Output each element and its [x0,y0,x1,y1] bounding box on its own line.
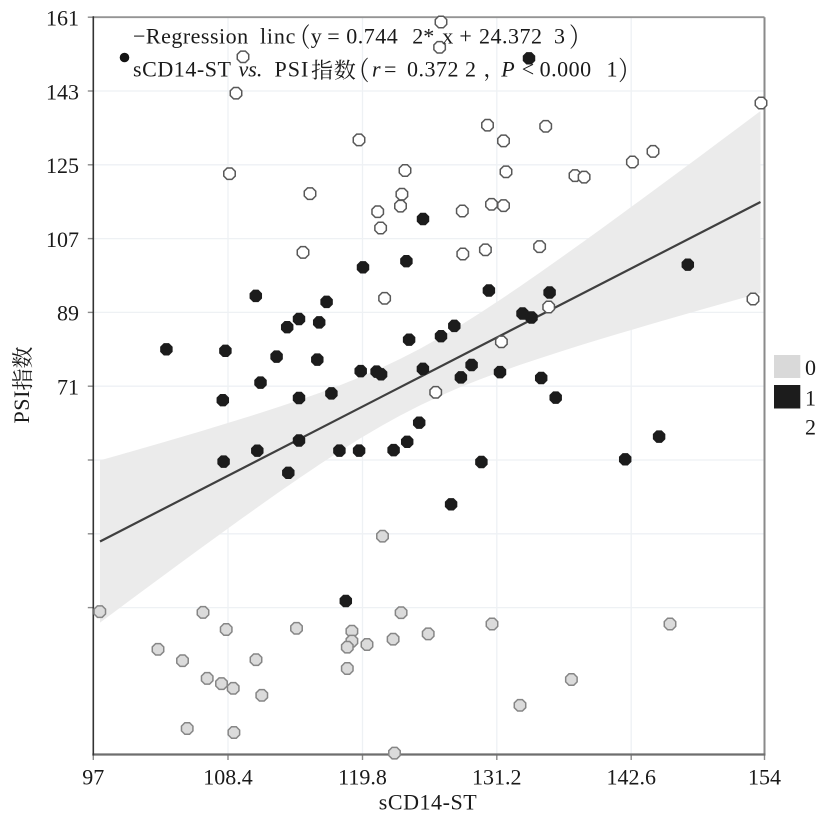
svg-text:0: 0 [805,355,816,380]
svg-text:=: = [327,23,339,48]
svg-text:142.6: 142.6 [606,765,656,790]
svg-text:1: 1 [607,57,618,82]
svg-text:125: 125 [46,153,79,178]
svg-text:sCD14-ST: sCD14-ST [379,790,478,815]
svg-text:<: < [522,57,534,82]
svg-text:PSI: PSI [275,57,310,82]
svg-text:=: = [384,57,396,82]
svg-text:71: 71 [57,375,79,400]
svg-text:y: y [311,23,322,48]
svg-text:2*: 2* [412,23,434,48]
svg-text:24.372: 24.372 [479,23,543,48]
svg-text:P: P [500,57,514,82]
svg-text:107: 107 [46,227,79,252]
svg-text:0.000: 0.000 [540,57,592,82]
svg-text:PSI: PSI [9,390,34,423]
svg-text:119.8: 119.8 [338,765,387,790]
svg-text:r: r [372,57,381,82]
svg-text:154: 154 [748,765,781,790]
svg-text:0.372 2: 0.372 2 [407,57,477,82]
svg-text:131.2: 131.2 [472,765,522,790]
svg-text:+: + [459,23,471,48]
svg-text:161: 161 [46,6,79,31]
svg-text:0.744: 0.744 [346,23,398,48]
svg-text:3: 3 [554,23,565,48]
svg-text:89: 89 [57,301,79,326]
svg-text:sCD14-ST: sCD14-ST [133,57,232,82]
svg-text:−Regression: −Regression [133,23,249,48]
svg-text:1: 1 [805,385,816,410]
svg-text:linc: linc [260,23,296,48]
svg-text:x: x [442,23,453,48]
svg-text:2: 2 [805,415,816,440]
svg-text:143: 143 [46,79,79,104]
svg-text:108.4: 108.4 [203,765,253,790]
svg-text:vs.: vs. [239,57,263,82]
svg-text:97: 97 [82,765,104,790]
